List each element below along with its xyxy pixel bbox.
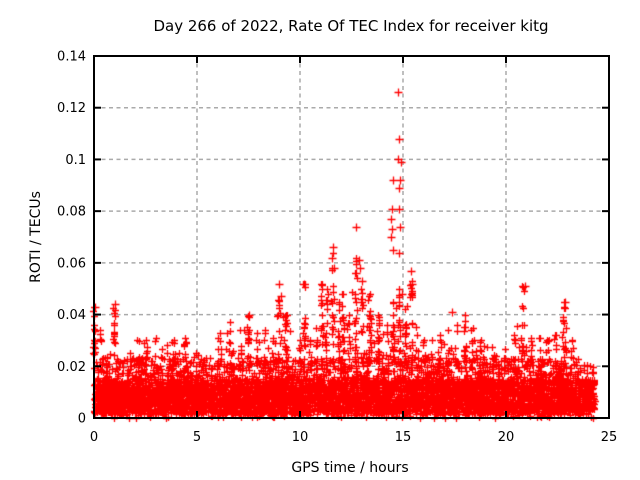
y-tick-label: 0.04 bbox=[57, 308, 86, 323]
y-tick-label: 0.06 bbox=[57, 256, 86, 271]
x-tick-label: 15 bbox=[395, 430, 412, 445]
y-tick-label: 0.12 bbox=[57, 101, 86, 116]
y-tick-label: 0.02 bbox=[57, 360, 86, 375]
x-tick-labels: 0 5 10 15 20 25 bbox=[90, 430, 617, 445]
y-tick-label: 0.1 bbox=[65, 153, 86, 168]
x-tick-label: 0 bbox=[90, 430, 98, 445]
y-axis-label: ROTI / TECUs bbox=[28, 191, 44, 283]
tick-marks bbox=[93, 55, 610, 419]
plot-frame bbox=[93, 55, 610, 419]
x-tick-label: 25 bbox=[601, 430, 618, 445]
y-tick-label: 0 bbox=[78, 412, 86, 427]
x-axis-label: GPS time / hours bbox=[291, 460, 408, 476]
y-tick-label: 0.08 bbox=[57, 205, 86, 220]
y-tick-labels: 0 0.02 0.04 0.06 0.08 0.1 0.12 0.14 bbox=[57, 50, 86, 427]
chart-title: Day 266 of 2022, Rate Of TEC Index for r… bbox=[153, 17, 548, 35]
x-tick-label: 5 bbox=[193, 430, 201, 445]
x-tick-label: 20 bbox=[498, 430, 515, 445]
x-tick-label: 10 bbox=[292, 430, 309, 445]
y-tick-label: 0.14 bbox=[57, 50, 86, 65]
